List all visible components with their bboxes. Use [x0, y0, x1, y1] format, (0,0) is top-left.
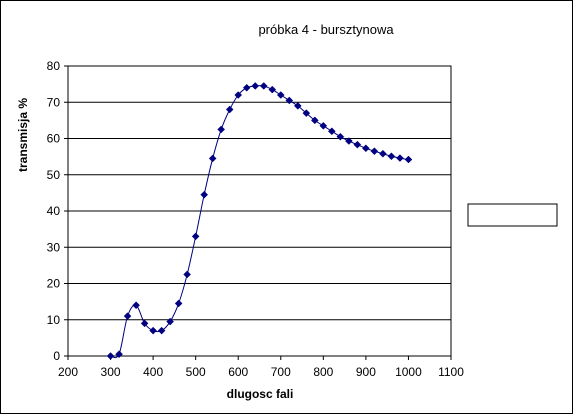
data-point	[217, 125, 226, 134]
y-tick-label: 10	[47, 313, 61, 327]
data-point	[293, 102, 302, 110]
data-point	[200, 190, 209, 199]
data-point	[319, 121, 328, 130]
data-point	[140, 319, 149, 328]
data-point	[234, 91, 243, 99]
x-tick-label: 1100	[438, 365, 464, 379]
data-point	[353, 140, 362, 149]
data-point	[132, 301, 140, 310]
data-point	[242, 83, 251, 92]
x-tick-label: 900	[356, 365, 376, 379]
data-point	[345, 137, 353, 145]
x-tick-label: 400	[143, 365, 163, 379]
y-tick-label: 70	[47, 95, 61, 109]
y-tick-label: 80	[47, 59, 61, 73]
x-tick-label: 700	[271, 365, 291, 379]
data-point	[191, 232, 200, 241]
data-point	[327, 127, 336, 136]
data-point	[310, 116, 319, 125]
y-tick-label: 40	[47, 204, 61, 218]
grid	[68, 65, 451, 357]
data-point	[302, 109, 311, 117]
chart-title: próbka 4 - bursztynowa	[258, 22, 394, 37]
x-tick-label: 500	[186, 365, 206, 379]
series-line	[110, 85, 409, 359]
data-point	[174, 299, 183, 308]
x-axis-label: dlugosc fali	[227, 387, 294, 401]
x-tick-label: 800	[313, 365, 333, 379]
data-point	[268, 85, 277, 94]
x-tick-label: 1000	[395, 365, 422, 379]
x-tick-label: 600	[228, 365, 248, 379]
y-axis-ticks: 0 10 20 30 40 50 60 70 80	[47, 59, 68, 363]
data-point	[166, 317, 174, 326]
data-point	[404, 155, 413, 164]
data-point	[149, 326, 157, 335]
y-tick-label: 60	[47, 132, 61, 146]
data-point	[208, 154, 217, 163]
data-point	[251, 82, 260, 90]
y-axis-label: transmisja %	[16, 98, 30, 172]
data-point	[183, 270, 192, 279]
data-point	[396, 154, 404, 162]
x-axis-ticks: 200 300 400 500 600 700 800 900 1000 1100	[58, 356, 464, 379]
x-tick-label: 300	[101, 365, 121, 379]
data-point	[285, 96, 294, 105]
data-point	[362, 144, 370, 153]
data-point	[259, 82, 268, 90]
y-tick-label: 20	[47, 277, 61, 291]
data-point	[379, 149, 387, 158]
y-tick-label: 50	[47, 168, 61, 182]
data-point	[123, 312, 132, 320]
data-point	[225, 105, 234, 114]
data-point	[157, 326, 166, 335]
series-markers	[106, 82, 413, 360]
y-tick-label: 0	[53, 349, 60, 363]
y-tick-label: 30	[47, 240, 61, 254]
data-point	[276, 91, 285, 99]
data-point	[115, 350, 123, 359]
legend-box	[467, 203, 558, 227]
data-point	[106, 352, 115, 360]
x-tick-label: 200	[58, 365, 78, 379]
data-point	[370, 147, 379, 156]
data-point	[387, 152, 396, 161]
data-point	[336, 132, 345, 141]
